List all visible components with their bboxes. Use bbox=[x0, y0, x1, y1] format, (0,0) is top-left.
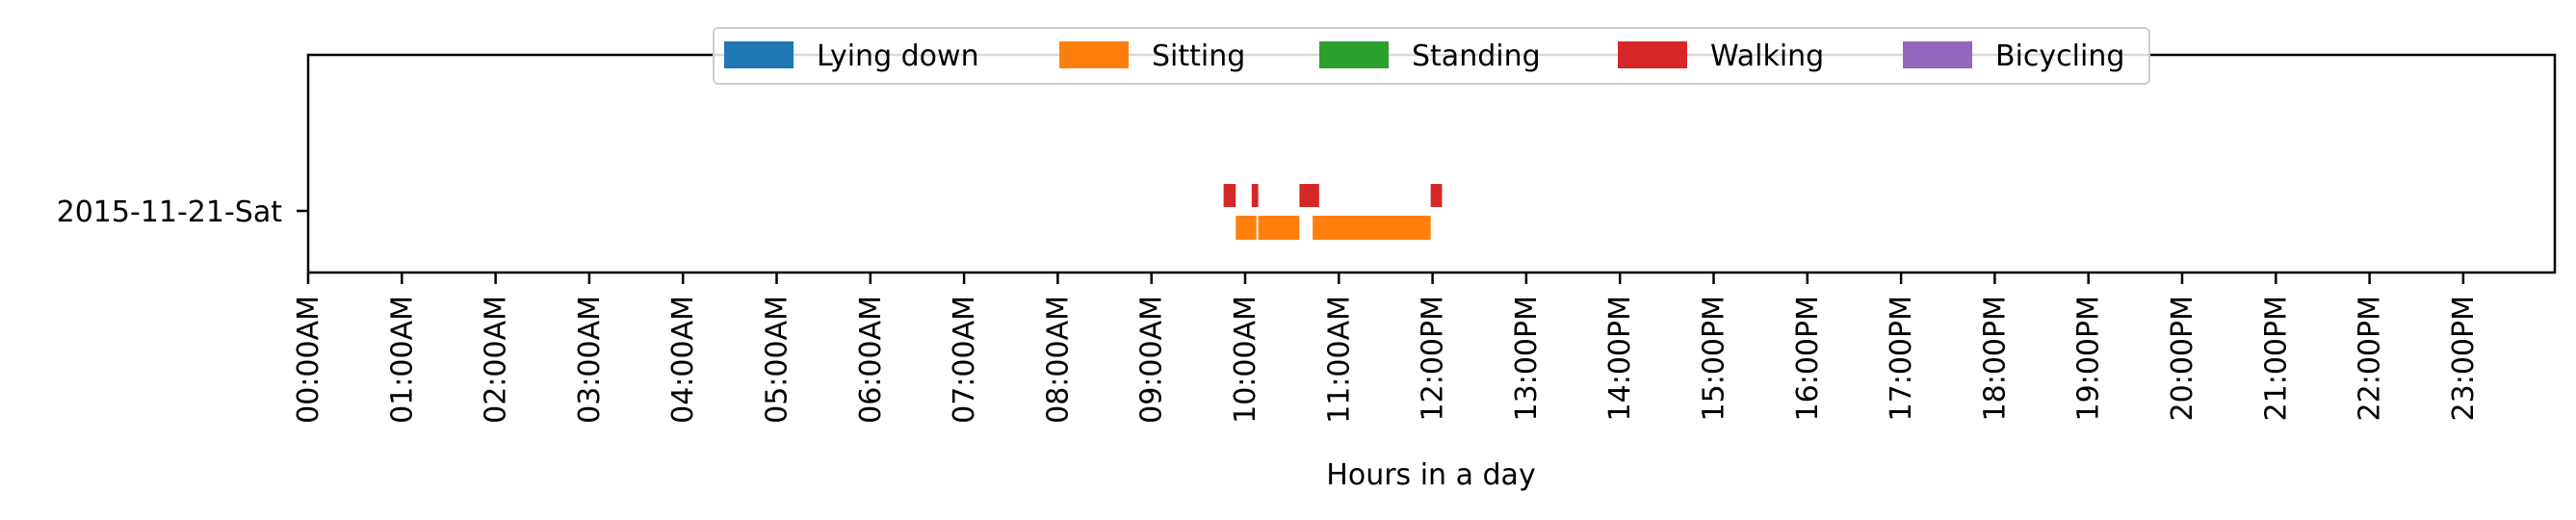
y-axis: 2015-11-21-Sat bbox=[57, 195, 308, 229]
activity-bar-sitting-1 bbox=[1258, 216, 1300, 240]
x-tick-label: 16:00PM bbox=[1791, 296, 1825, 421]
x-tick-label: 09:00AM bbox=[1135, 296, 1169, 424]
x-tick-label: 03:00AM bbox=[573, 296, 607, 424]
x-axis: 00:00AM 01:00AM 02:00AM 03:00AM 04:00AM 05:00… bbox=[292, 273, 2481, 424]
legend-label-bicycling: Bicycling bbox=[1995, 39, 2124, 73]
activity-bar-walking-0 bbox=[1223, 184, 1236, 207]
plot-area bbox=[306, 53, 2557, 274]
legend-swatch-standing bbox=[1319, 41, 1389, 68]
activity-bar-walking-1 bbox=[1251, 184, 1259, 207]
activity-bar-walking-3 bbox=[1430, 184, 1443, 207]
y-tick-label: 2015-11-21-Sat bbox=[57, 195, 283, 229]
legend-label-standing: Standing bbox=[1412, 39, 1541, 73]
activity-bar-sitting-0 bbox=[1236, 216, 1257, 240]
activity-bar-sitting-2 bbox=[1313, 216, 1431, 240]
x-tick-label: 13:00PM bbox=[1510, 296, 1544, 421]
x-tick-label: 21:00PM bbox=[2259, 296, 2293, 421]
x-tick-label: 07:00AM bbox=[948, 296, 981, 424]
x-tick-label: 18:00PM bbox=[1978, 296, 2012, 421]
x-tick-label: 00:00AM bbox=[292, 296, 325, 424]
x-tick-label: 14:00PM bbox=[1603, 296, 1637, 421]
x-tick-label: 10:00AM bbox=[1229, 296, 1262, 424]
x-tick-label: 22:00PM bbox=[2354, 296, 2387, 421]
legend-label-sitting: Sitting bbox=[1152, 39, 1245, 73]
x-tick-label: 20:00PM bbox=[2166, 296, 2199, 421]
x-tick-label: 02:00AM bbox=[480, 296, 513, 424]
x-tick-label: 12:00PM bbox=[1417, 296, 1450, 421]
x-tick-label: 19:00PM bbox=[2072, 296, 2106, 421]
activity-bar-walking-2 bbox=[1299, 184, 1319, 207]
legend-swatch-lying-down bbox=[724, 41, 794, 68]
legend-swatch-walking bbox=[1618, 41, 1687, 68]
legend-label-walking: Walking bbox=[1710, 39, 1824, 73]
x-tick-label: 15:00PM bbox=[1698, 296, 1731, 421]
x-tick-label: 08:00AM bbox=[1041, 296, 1075, 424]
x-axis-label: Hours in a day bbox=[1326, 458, 1535, 492]
x-tick-label: 23:00PM bbox=[2447, 296, 2481, 421]
legend-label-lying-down: Lying down bbox=[817, 39, 979, 73]
legend-swatch-sitting bbox=[1059, 41, 1129, 68]
x-tick-label: 17:00PM bbox=[1885, 296, 1918, 421]
x-tick-label: 06:00AM bbox=[854, 296, 888, 424]
legend: Lying down Sitting Standing Walking Bicyclin… bbox=[713, 27, 2150, 85]
x-tick-label: 11:00AM bbox=[1322, 296, 1356, 424]
legend-swatch-bicycling bbox=[1903, 41, 1972, 68]
x-tick-label: 04:00AM bbox=[666, 296, 700, 424]
x-tick-label: 01:00AM bbox=[385, 296, 419, 424]
x-tick-label: 05:00AM bbox=[761, 296, 794, 424]
activity-bars bbox=[1223, 184, 1443, 240]
